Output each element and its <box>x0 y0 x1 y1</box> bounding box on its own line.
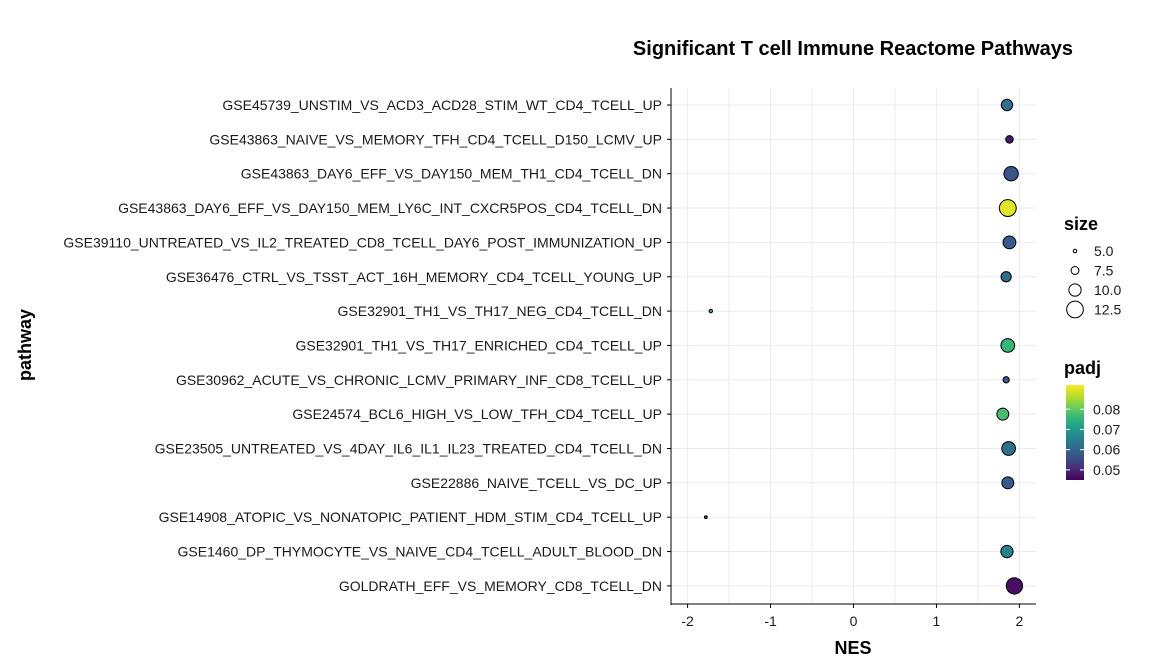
size-legend: size 5.0 7.5 10.0 12.5 <box>1064 214 1121 319</box>
padj-legend-title: padj <box>1064 358 1101 378</box>
y-tick-label: GSE1460_DP_THYMOCYTE_VS_NAIVE_CD4_TCELL_… <box>178 544 662 560</box>
size-legend-key <box>1066 300 1084 319</box>
y-tick-label: GSE24574_BCL6_HIGH_VS_LOW_TFH_CD4_TCELL_… <box>292 406 662 422</box>
chart-title: Significant T cell Immune Reactome Pathw… <box>633 38 1073 60</box>
data-point <box>1005 135 1014 144</box>
data-point <box>996 407 1010 421</box>
data-point <box>703 515 708 520</box>
y-tick-label: GSE36476_CTRL_VS_TSST_ACT_16H_MEMORY_CD4… <box>166 269 662 285</box>
size-legend-key <box>1068 283 1082 297</box>
data-point <box>1003 166 1019 182</box>
y-tick-label: GSE14908_ATOPIC_VS_NONATOPIC_PATIENT_HDM… <box>159 509 662 525</box>
y-tick-label: GSE32901_TH1_VS_TH17_ENRICHED_CD4_TCELL_… <box>295 337 662 353</box>
y-tick-label: GSE23505_UNTREATED_VS_4DAY_IL6_IL1_IL23_… <box>155 441 662 457</box>
data-point <box>1002 376 1010 384</box>
data-point <box>1005 577 1024 595</box>
x-tick-label: 2 <box>1016 613 1024 629</box>
y-tick-label: GSE43863_NAIVE_VS_MEMORY_TFH_CD4_TCELL_D… <box>209 131 662 147</box>
size-legend-key <box>1070 266 1080 275</box>
data-point <box>708 308 714 314</box>
size-legend-label: 7.5 <box>1094 263 1114 279</box>
y-tick-label: GSE45739_UNSTIM_VS_ACD3_ACD28_STIM_WT_CD… <box>222 97 662 113</box>
size-legend-label: 5.0 <box>1094 243 1114 259</box>
x-tick-label: 0 <box>850 613 858 629</box>
padj-legend-label: 0.08 <box>1093 401 1120 417</box>
grid <box>671 88 1036 604</box>
size-legend-key <box>1072 248 1078 254</box>
padj-legend: padj 0.08 0.07 0.06 0.05 <box>1064 358 1120 480</box>
data-point <box>1002 235 1017 250</box>
padj-legend-label: 0.06 <box>1093 442 1120 458</box>
y-tick-label: GSE39110_UNTREATED_VS_IL2_TREATED_CD8_TC… <box>63 234 662 250</box>
data-point <box>1000 338 1016 353</box>
x-tick-label: -2 <box>681 613 694 629</box>
data-points <box>703 98 1024 595</box>
padj-legend-label: 0.07 <box>1093 421 1120 437</box>
y-tick-label: GSE30962_ACUTE_VS_CHRONIC_LCMV_PRIMARY_I… <box>176 372 662 388</box>
x-tick-label: 1 <box>933 613 941 629</box>
axes <box>667 88 1036 608</box>
data-point <box>1000 544 1014 559</box>
y-tick-label: GOLDRATH_EFF_VS_MEMORY_CD8_TCELL_DN <box>339 578 662 594</box>
x-tick-label: -1 <box>764 613 777 629</box>
y-tick-label: GSE22886_NAIVE_TCELL_VS_DC_UP <box>411 475 662 491</box>
size-legend-label: 12.5 <box>1094 302 1121 318</box>
x-tick-labels: -2 -1 0 1 2 <box>681 613 1023 629</box>
size-legend-label: 10.0 <box>1094 282 1121 298</box>
padj-colorbar <box>1066 385 1084 480</box>
y-tick-label: GSE43863_DAY6_EFF_VS_DAY150_MEM_TH1_CD4_… <box>241 166 662 182</box>
data-point <box>1001 441 1016 456</box>
size-legend-title: size <box>1064 214 1098 234</box>
data-point <box>998 199 1017 217</box>
padj-legend-label: 0.05 <box>1093 462 1120 478</box>
data-point <box>1000 98 1014 112</box>
y-tick-label: GSE43863_DAY6_EFF_VS_DAY150_MEM_LY6C_INT… <box>118 200 662 216</box>
y-axis-title: pathway <box>15 309 35 381</box>
y-tick-label: GSE32901_TH1_VS_TH17_NEG_CD4_TCELL_DN <box>338 303 663 319</box>
data-point <box>1001 476 1015 490</box>
y-tick-labels: GSE45739_UNSTIM_VS_ACD3_ACD28_STIM_WT_CD… <box>63 97 662 594</box>
x-axis-title: NES <box>834 638 871 658</box>
data-point <box>1000 271 1012 283</box>
